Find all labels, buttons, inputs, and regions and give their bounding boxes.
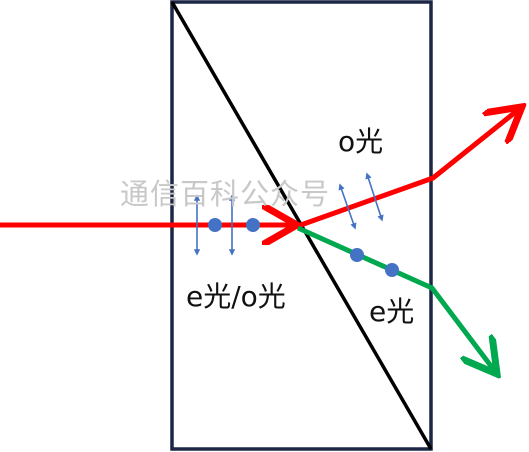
polarization-dot-incident-1	[208, 218, 222, 232]
o-ray	[297, 110, 518, 229]
polarization-arrow-o-1	[338, 183, 357, 230]
polarization-dot-incident-2	[246, 218, 260, 232]
e-o-ray-label: e光/o光	[186, 280, 286, 313]
polarization-dot-e-1	[350, 248, 364, 262]
watermark-text: 通信百科公众号	[120, 177, 331, 211]
polarization-dot-e-2	[385, 263, 399, 277]
e-ray-label: e光	[369, 295, 415, 328]
o-ray-label: o光	[338, 125, 384, 158]
e-ray	[296, 225, 494, 370]
polarization-arrow-o-2	[365, 172, 384, 222]
